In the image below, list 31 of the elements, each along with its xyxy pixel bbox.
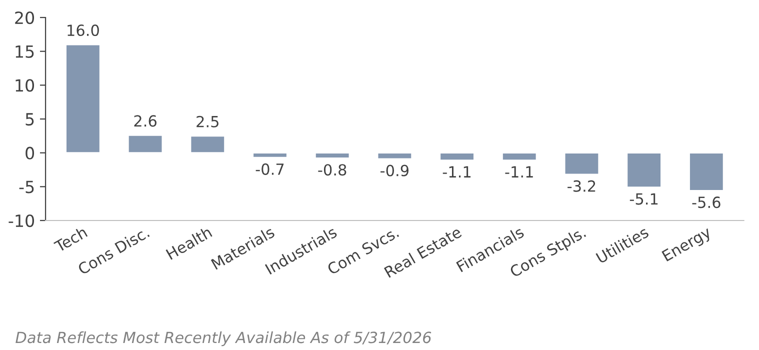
data-label: -0.9 — [380, 164, 409, 176]
data-label: 2.6 — [134, 115, 156, 127]
data-label: 16.0 — [68, 24, 99, 36]
y-tick-label: -5 — [19, 180, 34, 194]
bar — [688, 152, 724, 192]
data-label: 2.5 — [196, 116, 218, 128]
y-tick-label: 0 — [26, 146, 34, 160]
bar — [252, 152, 288, 158]
y-tick-label: -10 — [8, 214, 34, 228]
data-label: -5.6 — [692, 196, 720, 208]
bar — [439, 152, 475, 161]
data-label: -3.2 — [568, 180, 596, 192]
y-tick-label: 15 — [16, 46, 34, 58]
bar — [190, 135, 226, 154]
bar — [314, 152, 350, 159]
bar — [564, 152, 600, 176]
data-label: -0.8 — [318, 164, 346, 176]
y-tick-label: 20 — [15, 11, 34, 24]
data-label: -1.1 — [442, 166, 471, 178]
data-label: -0.7 — [256, 163, 284, 175]
bar — [127, 134, 164, 154]
data-label: -1.1 — [505, 166, 533, 178]
bar — [65, 44, 101, 154]
x-tick-label: Tech — [53, 226, 88, 253]
bar — [502, 152, 538, 161]
bar — [376, 152, 413, 160]
text: Data Reflects Most Recently Available As of 5/31/2026 — [16, 331, 432, 346]
bar — [626, 152, 662, 188]
y-tick-label: 5 — [26, 113, 34, 126]
y-tick-label: 10 — [16, 79, 34, 92]
data-label: -5.1 — [630, 193, 658, 205]
